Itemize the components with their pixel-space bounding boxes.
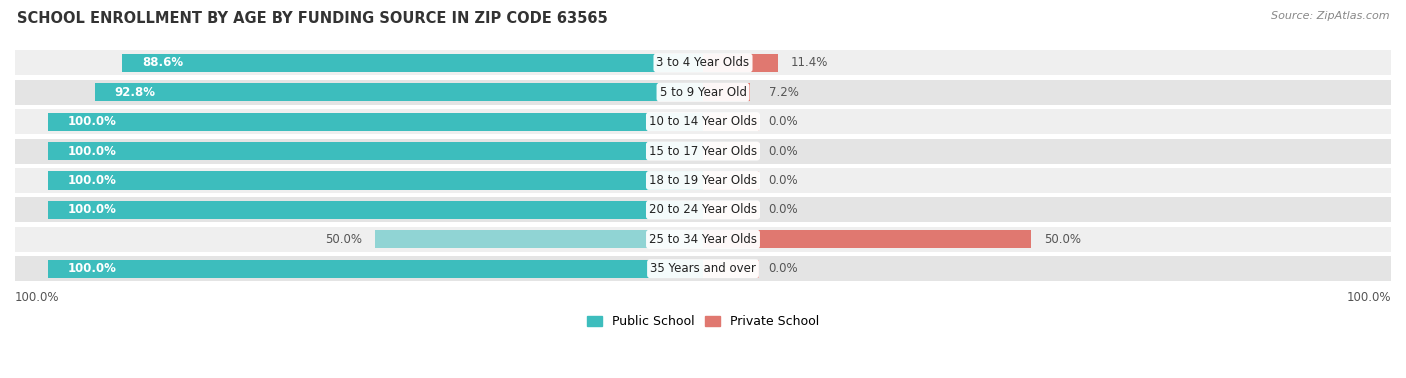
Bar: [703, 83, 751, 101]
Text: 0.0%: 0.0%: [769, 203, 799, 216]
Text: 10 to 14 Year Olds: 10 to 14 Year Olds: [650, 115, 756, 128]
Text: 50.0%: 50.0%: [1043, 233, 1081, 246]
Text: 5 to 9 Year Old: 5 to 9 Year Old: [659, 86, 747, 99]
Text: 15 to 17 Year Olds: 15 to 17 Year Olds: [650, 144, 756, 158]
Text: 100.0%: 100.0%: [67, 174, 117, 187]
Bar: [15, 256, 1391, 281]
Text: 18 to 19 Year Olds: 18 to 19 Year Olds: [650, 174, 756, 187]
Bar: [703, 54, 778, 72]
Bar: [703, 171, 759, 190]
Text: 25 to 34 Year Olds: 25 to 34 Year Olds: [650, 233, 756, 246]
Text: 100.0%: 100.0%: [67, 262, 117, 275]
Bar: [122, 54, 703, 72]
Bar: [15, 139, 1391, 164]
Text: 100.0%: 100.0%: [67, 203, 117, 216]
Bar: [48, 113, 703, 131]
Text: 35 Years and over: 35 Years and over: [650, 262, 756, 275]
Bar: [96, 83, 703, 101]
Bar: [48, 260, 703, 278]
Text: 92.8%: 92.8%: [115, 86, 156, 99]
Text: Source: ZipAtlas.com: Source: ZipAtlas.com: [1271, 11, 1389, 21]
Text: 3 to 4 Year Olds: 3 to 4 Year Olds: [657, 56, 749, 70]
Bar: [375, 230, 703, 248]
Bar: [703, 260, 759, 278]
Bar: [15, 168, 1391, 193]
Text: 7.2%: 7.2%: [769, 86, 799, 99]
Legend: Public School, Private School: Public School, Private School: [582, 310, 824, 333]
Text: 0.0%: 0.0%: [769, 144, 799, 158]
Bar: [15, 227, 1391, 252]
Bar: [703, 230, 1031, 248]
Bar: [703, 142, 759, 160]
Bar: [48, 171, 703, 190]
Text: 11.4%: 11.4%: [790, 56, 828, 70]
Bar: [15, 80, 1391, 105]
Text: 100.0%: 100.0%: [15, 291, 59, 304]
Text: 100.0%: 100.0%: [1347, 291, 1391, 304]
Text: 0.0%: 0.0%: [769, 174, 799, 187]
Bar: [15, 197, 1391, 222]
Text: 100.0%: 100.0%: [67, 144, 117, 158]
Text: 20 to 24 Year Olds: 20 to 24 Year Olds: [650, 203, 756, 216]
Text: 0.0%: 0.0%: [769, 262, 799, 275]
Bar: [703, 201, 759, 219]
Text: 50.0%: 50.0%: [325, 233, 363, 246]
Bar: [703, 113, 759, 131]
Bar: [15, 109, 1391, 134]
Bar: [15, 50, 1391, 75]
Text: 0.0%: 0.0%: [769, 115, 799, 128]
Text: 88.6%: 88.6%: [142, 56, 183, 70]
Text: 100.0%: 100.0%: [67, 115, 117, 128]
Bar: [48, 142, 703, 160]
Text: SCHOOL ENROLLMENT BY AGE BY FUNDING SOURCE IN ZIP CODE 63565: SCHOOL ENROLLMENT BY AGE BY FUNDING SOUR…: [17, 11, 607, 26]
Bar: [48, 201, 703, 219]
